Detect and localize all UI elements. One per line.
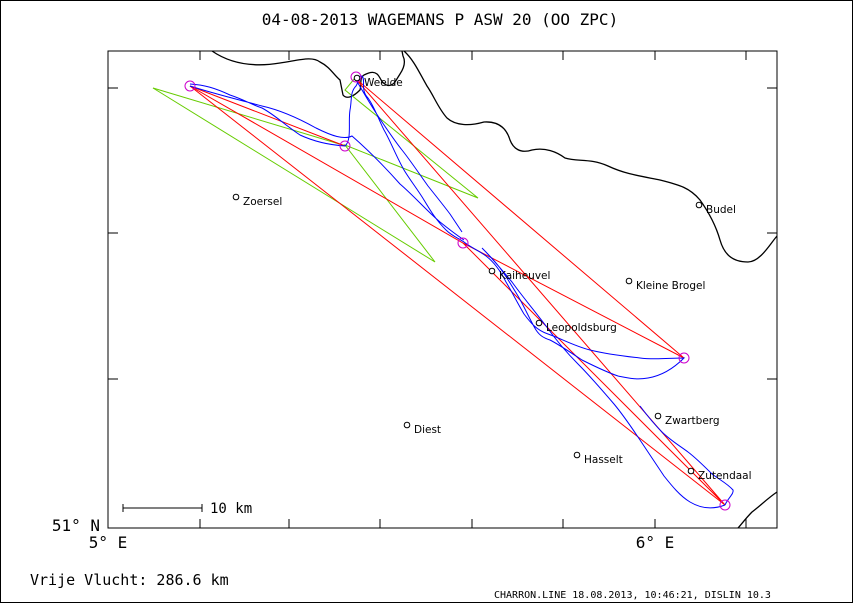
place-marker: [232, 193, 240, 201]
place-marker: [695, 201, 703, 209]
plot-frame: [107, 50, 778, 529]
place-label: Weelde: [364, 77, 403, 89]
declared-task-return: [152, 87, 347, 147]
scale-bar-label: 10 km: [210, 501, 252, 517]
place-marker: [625, 277, 633, 285]
scale-bar: [122, 504, 203, 512]
lon-label-6e: 6° E: [636, 533, 675, 552]
country-border: [211, 50, 778, 263]
turnpoint-1: [184, 80, 196, 92]
turnpoint-4: [457, 237, 469, 249]
river-meuse: [737, 491, 778, 529]
lon-label-5e: 5° E: [89, 533, 128, 552]
place-marker: [353, 74, 361, 82]
place-marker: [403, 421, 411, 429]
place-labels: Weelde Zoersel Budel Kaiheuvel Kleine Brogel…: [232, 74, 752, 482]
place-label: Kaiheuvel: [499, 270, 550, 282]
place-marker: [654, 412, 662, 420]
place-marker: [535, 319, 543, 327]
place-label: Zoersel: [243, 196, 282, 208]
flight-track: [189, 75, 734, 509]
task-legs: [189, 77, 726, 506]
place-marker: [488, 267, 496, 275]
place-label: Zwartberg: [665, 415, 720, 427]
place-label: Kleine Brogel: [636, 280, 705, 292]
lon-ticks: [199, 51, 747, 528]
place-label: Leopoldsburg: [546, 322, 617, 334]
place-marker: [687, 467, 695, 475]
credit-label: CHARRON.LINE 18.08.2013, 10:46:21, DISLI…: [494, 590, 771, 601]
place-label: Hasselt: [584, 454, 623, 466]
place-label: Zutendaal: [698, 470, 752, 482]
turnpoint-5: [678, 352, 690, 364]
turnpoint-3: [350, 71, 362, 83]
map-title: 04-08-2013 WAGEMANS P ASW 20 (OO ZPC): [262, 10, 618, 29]
place-marker: [573, 451, 581, 459]
declared-task-line: [152, 77, 479, 263]
turnpoint-markers: [184, 71, 731, 511]
place-label: Diest: [414, 424, 441, 436]
lat-label: 51° N: [52, 516, 100, 535]
turnpoint-6: [719, 499, 731, 511]
lat-ticks: [108, 87, 777, 380]
distance-label: Vrije Vlucht: 286.6 km: [30, 571, 229, 589]
place-label: Budel: [706, 204, 736, 216]
turnpoint-2: [339, 140, 351, 152]
